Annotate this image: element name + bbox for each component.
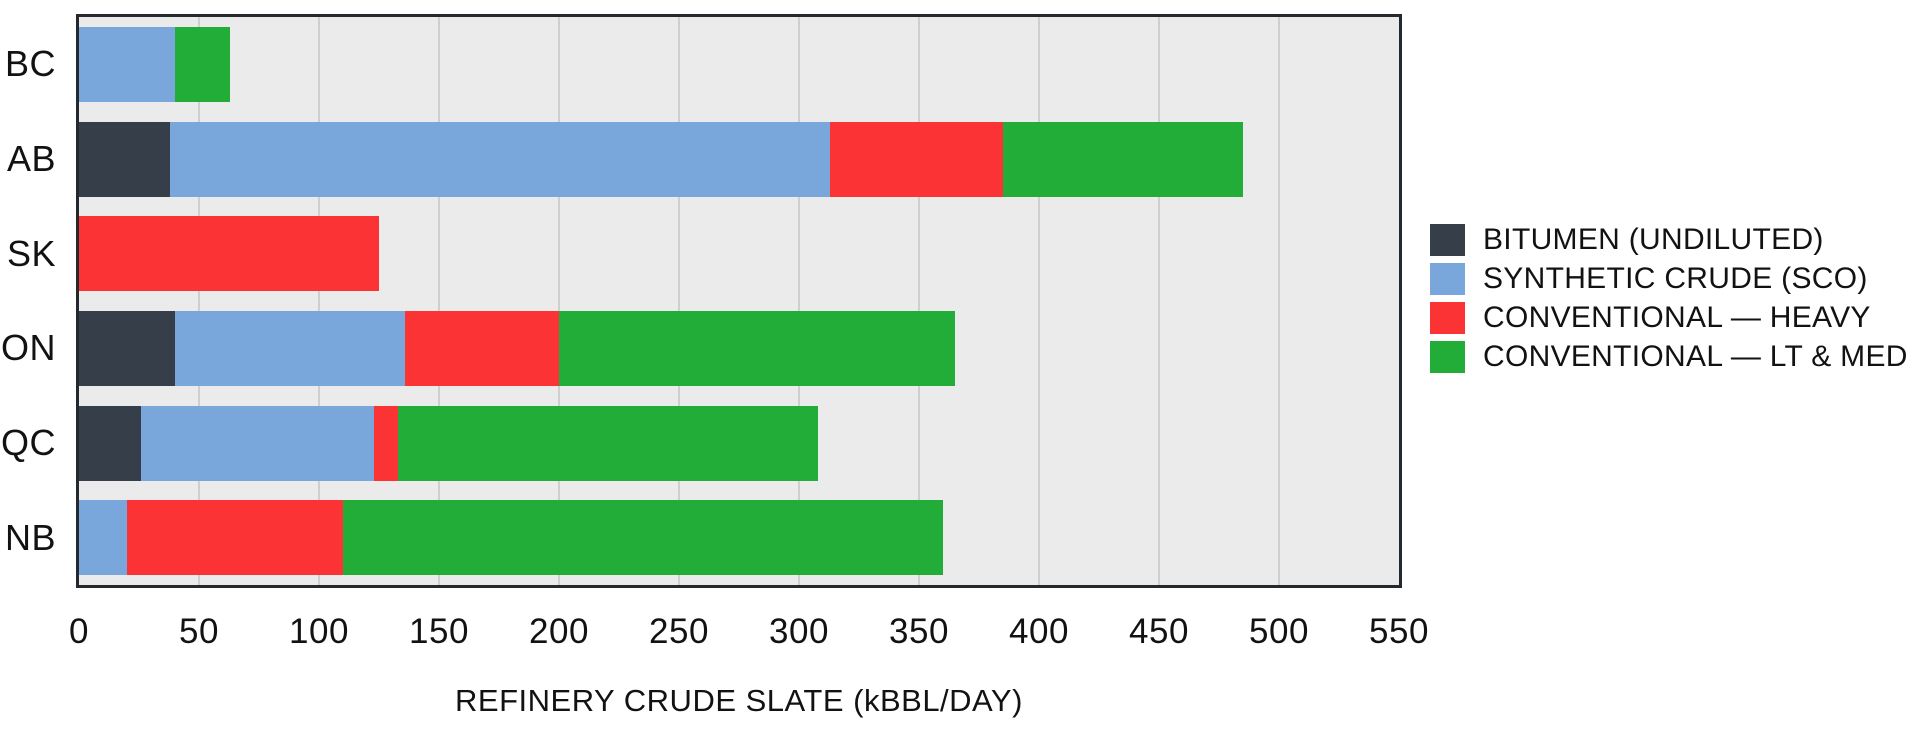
bar-segment-bc: [79, 26, 175, 102]
plot-area: [79, 17, 1399, 585]
bar-segment-qc: [398, 405, 819, 481]
bar-segment-ab: [79, 121, 171, 197]
x-axis-tick-label-50: 50: [179, 612, 219, 651]
bar-segment-sk: [79, 216, 379, 292]
bar-segment-nb: [127, 500, 343, 576]
gridline-x-300: [798, 17, 800, 585]
x-axis-tick-label-250: 250: [649, 612, 709, 651]
gridline-x-500: [1278, 17, 1280, 585]
y-axis-label-on: ON: [1, 327, 56, 369]
bar-segment-on: [175, 310, 406, 386]
x-axis-tick-label-0: 0: [69, 612, 89, 651]
bar-row-on: [79, 310, 955, 386]
gridline-x-200: [558, 17, 560, 585]
legend-swatch-icon: [1430, 302, 1465, 334]
x-axis-tick-label-450: 450: [1129, 612, 1189, 651]
x-axis-tick-label-500: 500: [1249, 612, 1309, 651]
y-axis-label-ab: AB: [6, 137, 56, 179]
legend-item-1: SYNTHETIC CRUDE (SCO): [1430, 263, 1908, 295]
legend-label: CONVENTIONAL — HEAVY: [1483, 301, 1871, 334]
gridline-x-100: [318, 17, 320, 585]
x-axis-tick-label-550: 550: [1369, 612, 1429, 651]
bar-segment-nb: [79, 500, 127, 576]
bar-row-ab: [79, 121, 1243, 197]
legend-item-0: BITUMEN (UNDILUTED): [1430, 224, 1908, 256]
x-axis-tick-label-200: 200: [529, 612, 589, 651]
plot-frame: [76, 14, 1402, 588]
legend-label: BITUMEN (UNDILUTED): [1483, 223, 1824, 256]
legend-label: CONVENTIONAL — LT & MED: [1483, 340, 1908, 373]
y-axis-label-nb: NB: [4, 516, 56, 558]
bar-segment-nb: [343, 500, 943, 576]
x-axis-tick-label-150: 150: [409, 612, 469, 651]
bar-segment-on: [405, 310, 559, 386]
gridline-x-450: [1158, 17, 1160, 585]
bar-segment-on: [79, 310, 175, 386]
legend-swatch-icon: [1430, 341, 1465, 373]
gridline-x-150: [438, 17, 440, 585]
x-axis-title: REFINERY CRUDE SLATE (kBBL/DAY): [455, 683, 1023, 718]
legend-swatch-icon: [1430, 263, 1465, 295]
bar-segment-bc: [175, 26, 231, 102]
bar-segment-ab: [1002, 121, 1243, 197]
gridline-x-350: [918, 17, 920, 585]
legend-item-2: CONVENTIONAL — HEAVY: [1430, 302, 1908, 334]
x-axis-tick-label-350: 350: [889, 612, 949, 651]
x-axis-tick-label-400: 400: [1009, 612, 1069, 651]
bar-row-qc: [79, 405, 819, 481]
bar-segment-qc: [374, 405, 399, 481]
y-axis-label-bc: BC: [4, 43, 56, 85]
gridline-x-50: [198, 17, 200, 585]
bar-segment-ab: [170, 121, 831, 197]
bar-segment-qc: [141, 405, 375, 481]
bar-row-sk: [79, 216, 379, 292]
bar-segment-on: [558, 310, 955, 386]
bar-row-nb: [79, 500, 943, 576]
bar-segment-ab: [830, 121, 1003, 197]
y-axis-label-sk: SK: [6, 232, 56, 274]
gridline-x-400: [1038, 17, 1040, 585]
x-axis-tick-label-300: 300: [769, 612, 829, 651]
legend-swatch-icon: [1430, 224, 1465, 256]
gridline-x-250: [678, 17, 680, 585]
y-axis-label-qc: QC: [1, 421, 56, 463]
x-axis-tick-label-100: 100: [289, 612, 349, 651]
bar-row-bc: [79, 26, 231, 102]
bar-segment-qc: [79, 405, 142, 481]
legend-label: SYNTHETIC CRUDE (SCO): [1483, 262, 1868, 295]
legend: BITUMEN (UNDILUTED) SYNTHETIC CRUDE (SCO)…: [1430, 224, 1908, 373]
legend-item-3: CONVENTIONAL — LT & MED: [1430, 341, 1908, 373]
